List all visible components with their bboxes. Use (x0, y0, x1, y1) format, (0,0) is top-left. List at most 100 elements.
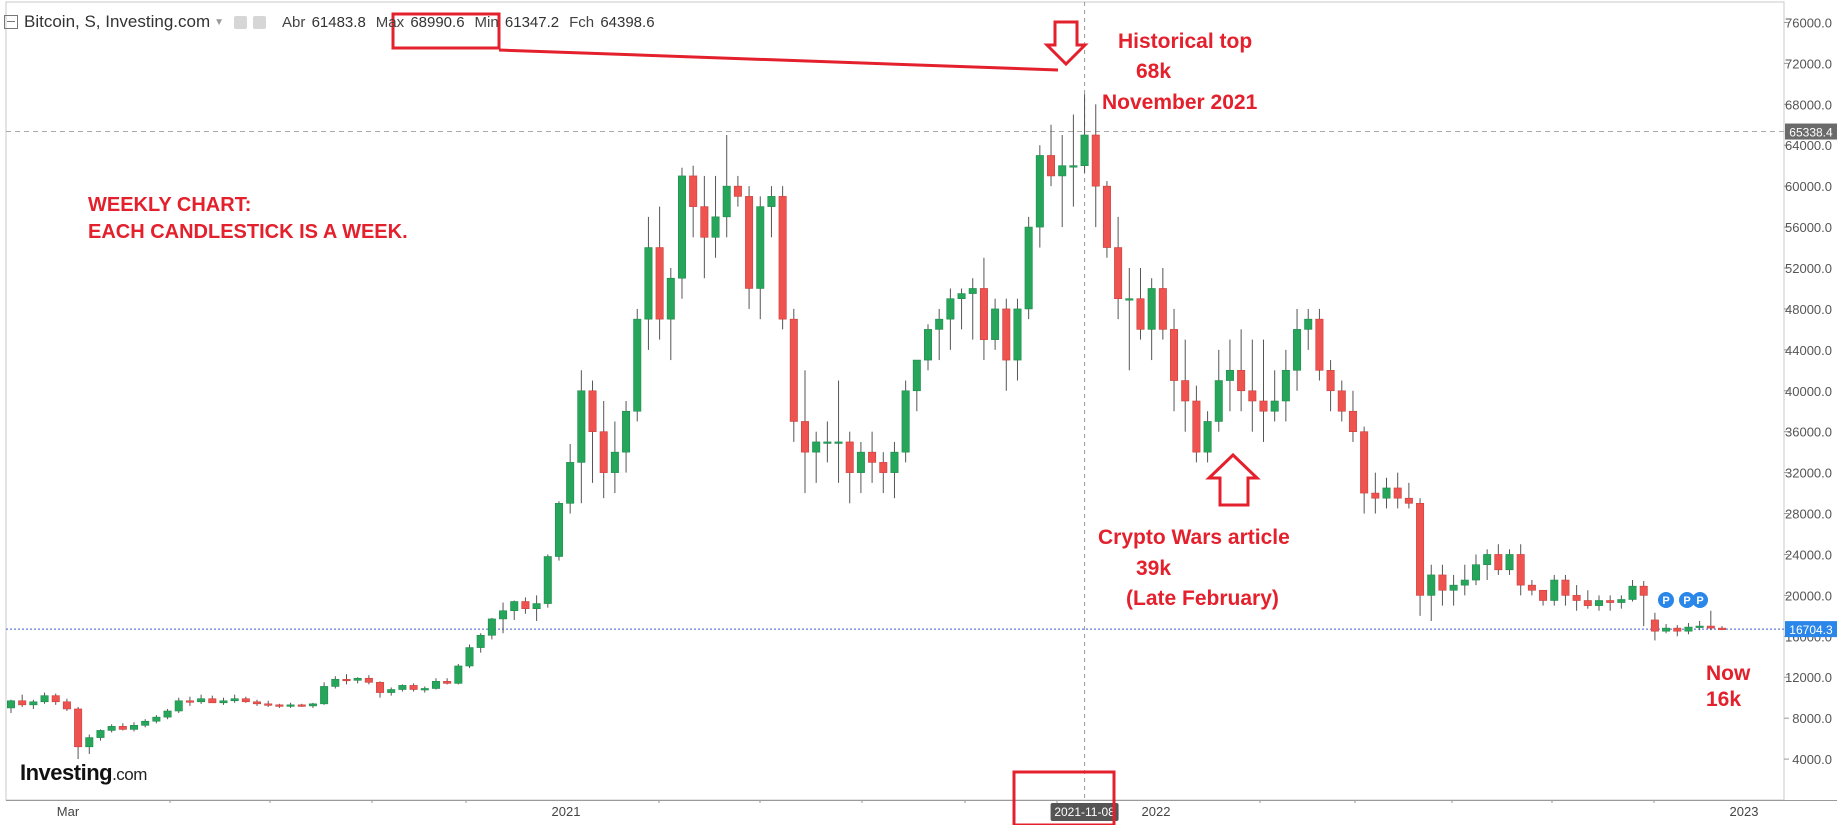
candle-body[interactable] (901, 390, 910, 453)
settings-icon[interactable] (234, 15, 248, 29)
candle-body[interactable] (376, 682, 385, 693)
candle-body[interactable] (722, 185, 731, 218)
event-marker[interactable] (1679, 592, 1695, 608)
candle-body[interactable] (1281, 370, 1290, 402)
candle-body[interactable] (543, 556, 552, 604)
candle-body[interactable] (476, 634, 485, 648)
candle-body[interactable] (1337, 390, 1346, 412)
candle-body[interactable] (711, 216, 720, 238)
candle-body[interactable] (1181, 380, 1190, 402)
candle-body[interactable] (633, 318, 642, 412)
candle-body[interactable] (1505, 554, 1514, 571)
candle-body[interactable] (85, 737, 94, 748)
candle-body[interactable] (1315, 318, 1324, 371)
candle-body[interactable] (264, 703, 273, 706)
candle-body[interactable] (185, 700, 194, 703)
remove-icon[interactable] (253, 15, 267, 29)
candle-body[interactable] (253, 701, 262, 705)
candle-body[interactable] (979, 288, 988, 340)
candle-body[interactable] (1460, 579, 1469, 586)
candle-body[interactable] (1393, 487, 1402, 499)
candle-body[interactable] (1650, 619, 1659, 632)
candle-body[interactable] (1147, 288, 1156, 330)
candle-body[interactable] (1348, 410, 1357, 432)
candle-body[interactable] (946, 298, 955, 320)
candle-body[interactable] (1069, 165, 1078, 168)
candle-body[interactable] (230, 698, 239, 702)
candle-body[interactable] (342, 678, 351, 682)
candle-body[interactable] (18, 700, 27, 706)
candle-body[interactable] (208, 698, 217, 704)
candle-body[interactable] (1662, 627, 1671, 632)
candle-body[interactable] (1438, 574, 1447, 591)
candle-body[interactable] (398, 685, 407, 690)
candle-body[interactable] (130, 725, 139, 730)
candle-body[interactable] (364, 677, 373, 683)
collapse-icon[interactable] (4, 15, 18, 29)
candle-body[interactable] (1427, 574, 1436, 596)
candle-body[interactable] (152, 716, 161, 722)
candle-body[interactable] (812, 441, 821, 453)
candle-body[interactable] (275, 704, 284, 707)
candle-body[interactable] (7, 700, 15, 709)
candle-body[interactable] (745, 196, 754, 289)
candle-body[interactable] (1382, 487, 1391, 499)
candle-body[interactable] (532, 603, 541, 609)
candle-body[interactable] (1326, 370, 1335, 392)
candle-body[interactable] (935, 318, 944, 330)
candle-body[interactable] (588, 390, 597, 432)
candle-body[interactable] (991, 308, 1000, 340)
candle-body[interactable] (174, 700, 183, 712)
candle-body[interactable] (1114, 247, 1123, 299)
candle-body[interactable] (40, 695, 49, 703)
candle-body[interactable] (1416, 503, 1425, 596)
candle-body[interactable] (655, 247, 664, 320)
candle-body[interactable] (443, 681, 452, 684)
candle-body[interactable] (1617, 599, 1626, 603)
candle-body[interactable] (141, 720, 150, 726)
candle-body[interactable] (856, 451, 865, 473)
candle-body[interactable] (1102, 185, 1111, 248)
candle-body[interactable] (308, 703, 317, 707)
candle-body[interactable] (1572, 595, 1581, 601)
candle-body[interactable] (1091, 134, 1100, 187)
candle-body[interactable] (1539, 589, 1548, 601)
candle-body[interactable] (107, 726, 116, 731)
candle-body[interactable] (51, 695, 60, 703)
candle-body[interactable] (677, 175, 686, 279)
candle-body[interactable] (353, 677, 362, 681)
candle-body[interactable] (1270, 400, 1279, 412)
candle-body[interactable] (644, 247, 653, 320)
candle-body[interactable] (1594, 600, 1603, 606)
candle-body[interactable] (1158, 288, 1167, 330)
candle-body[interactable] (868, 451, 877, 463)
candle-body[interactable] (241, 698, 250, 703)
candle-body[interactable] (163, 710, 172, 718)
candle-body[interactable] (845, 441, 854, 473)
candle-body[interactable] (1483, 554, 1492, 565)
candle-body[interactable] (320, 686, 329, 705)
chevron-down-icon[interactable]: ▼ (214, 16, 225, 28)
candle-body[interactable] (331, 678, 340, 687)
candle-body[interactable] (789, 318, 798, 422)
candle-body[interactable] (890, 451, 899, 473)
candle-body[interactable] (1058, 165, 1067, 177)
candle-body[interactable] (74, 708, 83, 748)
candle-body[interactable] (29, 701, 38, 706)
candle-body[interactable] (197, 698, 206, 703)
candle-body[interactable] (1125, 298, 1134, 301)
candle-body[interactable] (1516, 554, 1525, 586)
candle-body[interactable] (957, 293, 966, 299)
candle-body[interactable] (1550, 579, 1559, 601)
candle-body[interactable] (1639, 585, 1648, 596)
candle-body[interactable] (1527, 584, 1536, 591)
candle-body[interactable] (297, 704, 306, 707)
candle-body[interactable] (219, 700, 228, 704)
candle-body[interactable] (1695, 625, 1704, 628)
candle-body[interactable] (577, 390, 586, 463)
candle-body[interactable] (1561, 579, 1570, 596)
candle-body[interactable] (510, 601, 519, 612)
candle-body[interactable] (420, 688, 429, 691)
candle-body[interactable] (1013, 308, 1022, 361)
